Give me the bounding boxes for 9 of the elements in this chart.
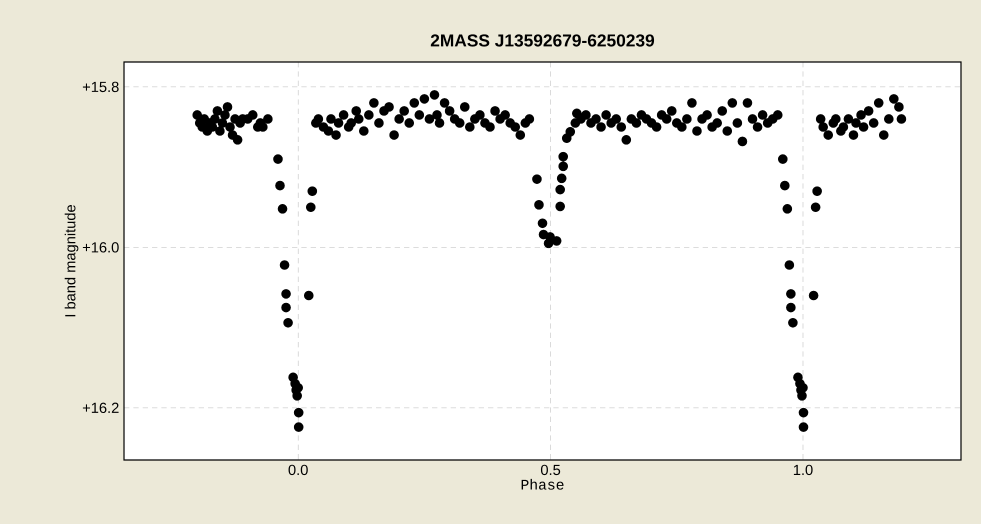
y-tick-label: +16.2 xyxy=(82,402,119,414)
chart-title: 2MASS J13592679-6250239 xyxy=(430,34,654,47)
y-tick-label: +16.0 xyxy=(82,242,119,253)
x-axis-title: Phase xyxy=(522,478,564,490)
y-axis-title: I band magnitude xyxy=(64,205,78,316)
x-tick-label: 0.5 xyxy=(540,464,560,476)
x-tick-label: 1.0 xyxy=(794,464,813,476)
x-tick-label: 0.0 xyxy=(288,464,308,476)
y-tick-label: +15.8 xyxy=(82,82,119,92)
